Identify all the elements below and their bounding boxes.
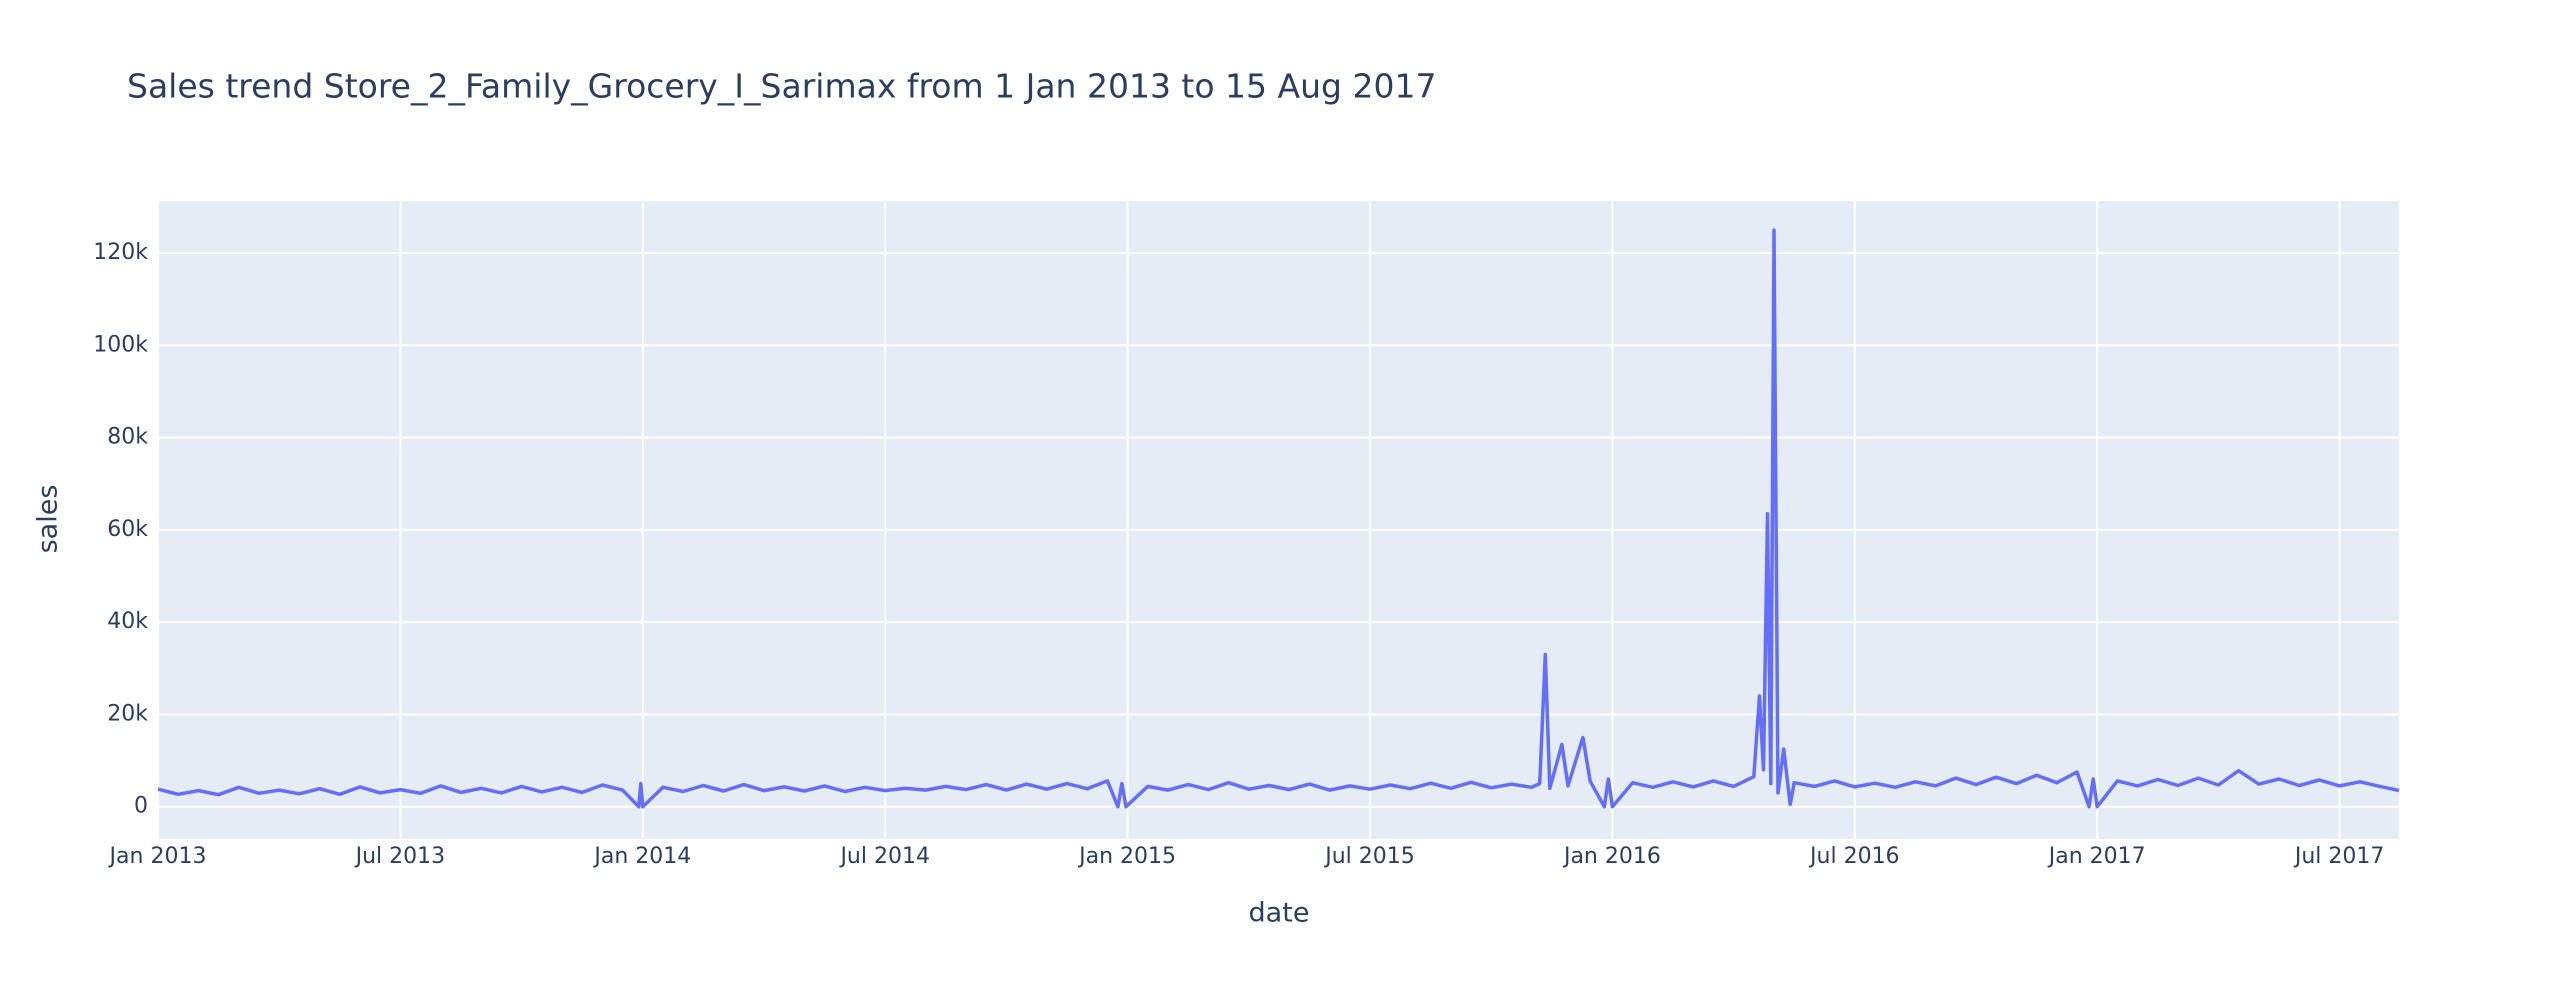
x-tick-label: Jul 2016 [1808, 844, 1900, 869]
x-tick-label: Jan 2016 [1562, 844, 1661, 869]
marks [157, 228, 2400, 809]
x-tick-label: Jan 2015 [1077, 844, 1176, 869]
x-tick-label: Jul 2015 [1323, 844, 1415, 869]
y-tick-label: 120k [93, 240, 148, 265]
x-tick-label: Jan 2013 [108, 844, 207, 869]
y-tick-label: 60k [107, 517, 148, 542]
line-series [157, 228, 2400, 809]
y-tick-label: 40k [107, 609, 148, 634]
x-tick-label: Jan 2014 [592, 844, 691, 869]
y-axis-title: sales [33, 485, 64, 554]
x-tick-label: Jan 2017 [2047, 844, 2146, 869]
x-tick-label: Jul 2013 [354, 844, 446, 869]
x-axis-title: date [1249, 898, 1310, 929]
plot-area [158, 201, 2399, 839]
grid [157, 201, 2399, 839]
y-tick-label: 20k [107, 701, 148, 726]
x-tick-label: Jul 2017 [2293, 844, 2385, 869]
y-tick-label: 80k [107, 425, 148, 450]
y-tick-label: 0 [134, 794, 148, 819]
y-tick-label: 100k [93, 332, 148, 357]
chart-title: Sales trend Store_2_Family_Grocery_I_Sar… [127, 67, 1436, 106]
x-tick-label: Jul 2014 [838, 844, 930, 869]
